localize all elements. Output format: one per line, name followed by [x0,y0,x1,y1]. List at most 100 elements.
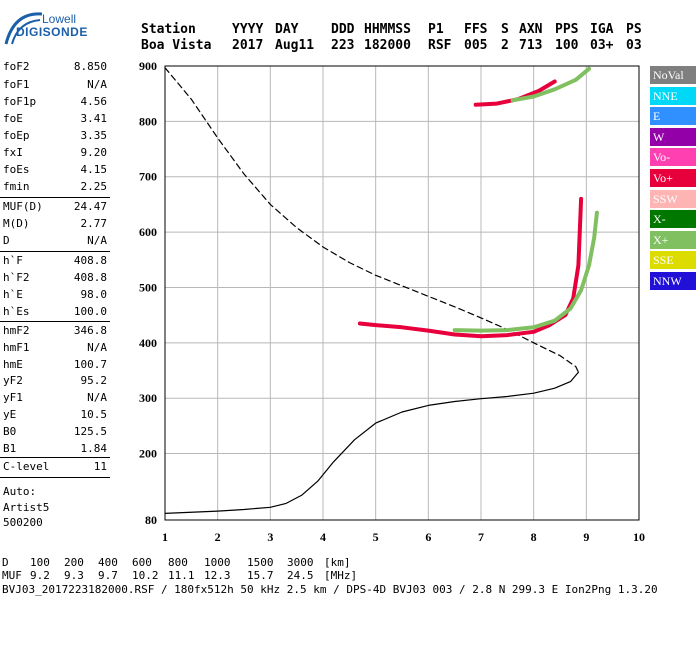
header-label-year: YYYY [232,22,264,37]
echo-point [547,323,551,327]
y-tick-label: 80 [145,513,157,527]
logo-lowell: Lowell [42,12,77,26]
param-value: 125.5 [73,425,107,438]
header-value-pps: 100 [555,38,579,53]
param-row: B1 1.84 [3,442,107,458]
header-value-ffs: 005 [464,38,488,53]
param-value: 100.7 [73,358,107,371]
header-label-ps: PS [626,22,642,37]
param-row: foEp 3.35 [3,129,107,145]
param-name: h`F [3,254,23,267]
param-name: hmF2 [3,324,30,337]
echo-point [532,325,536,329]
footer-d-value: 1000 [204,556,231,569]
separator [0,321,110,322]
echo-point [532,330,536,334]
param-value: 24.47 [73,200,107,213]
echo-point [374,323,378,327]
param-row: yE 10.5 [3,408,107,424]
param-row: h`E 98.0 [3,288,107,304]
plot-axes [164,65,640,521]
echo-point [474,103,478,107]
footer-d-value: 600 [132,556,152,569]
param-name: fxI [3,146,23,159]
autoscaling-text: 500200 [3,516,43,529]
legend-item-vo: Vo+ [650,169,696,187]
footer-d-value: 3000 [287,556,314,569]
param-row: foE 3.41 [3,112,107,128]
param-row: h`F2 408.8 [3,271,107,287]
echo-point [553,87,557,91]
footer-d-value: [km] [324,556,351,569]
header-value-time: 182000 [364,38,411,53]
param-name: M(D) [3,217,30,230]
autoscaling-text: Auto: [3,485,37,498]
param-value: N/A [87,391,107,404]
footer-d-value: 400 [98,556,118,569]
y-tick-label: 600 [139,225,157,239]
echo-point [576,263,580,267]
echo-trace-x- [452,210,599,333]
header-value-iga: 03+ [590,38,614,53]
echo-point [595,211,599,215]
logo-arc-icon [4,12,43,45]
legend-item-noval: NoVal [650,66,696,84]
param-value: 8.850 [73,60,107,73]
param-value: 408.8 [73,271,107,284]
param-name: yF2 [3,374,23,387]
x-tick-label: 7 [478,530,484,544]
y-tick-label: 400 [139,336,157,350]
param-name: h`F2 [3,271,30,284]
param-name: B1 [3,442,17,455]
param-row: foF2 8.850 [3,60,107,76]
param-name: C-level [3,460,50,473]
param-value: 95.2 [80,374,108,387]
param-name: B0 [3,425,17,438]
legend-item-sse: SSE [650,251,696,270]
param-value: 346.8 [73,324,107,337]
param-row: hmF2 346.8 [3,324,107,340]
param-row: MUF(D) 24.47 [3,200,107,216]
param-value: 4.15 [80,163,108,176]
header-label-day: DAY [275,22,299,37]
footer-muf-label: MUF [2,569,22,582]
param-row: foEs 4.15 [3,163,107,179]
param-value: N/A [87,78,107,91]
echo-point [587,67,591,71]
header-value-axn: 713 [519,38,543,53]
y-tick-label: 300 [139,391,157,405]
plot-grid [164,65,640,521]
param-name: foF2 [3,60,30,73]
footer-d-value: 1500 [247,556,274,569]
header-value-ddd: 223 [331,38,355,53]
header-label-iga: IGA [590,22,614,37]
footer-d-value: 100 [30,556,50,569]
param-row: foF1 N/A [3,78,107,94]
legend-item-e: E [650,107,696,126]
echo-point [563,313,567,317]
echo-point [400,325,404,329]
digisonde-logo: Lowell DIGISONDE [2,2,92,46]
echo-point [569,307,573,311]
header-value-station: Boa Vista [141,38,212,53]
legend-item-x: X- [650,210,696,229]
autoscaling-line: Artist5 [3,501,107,517]
param-value: 100.0 [73,305,107,318]
param-name: yE [3,408,17,421]
param-value: 3.41 [80,112,108,125]
param-name: foE [3,112,23,125]
y-tick-label: 800 [139,114,157,128]
separator [0,477,110,478]
param-value: 4.56 [80,95,108,108]
true-height-profile-line [164,371,580,515]
header-label-axn: AXN [519,22,543,37]
legend-item-w: W [650,127,696,146]
legend-item-ssw: SSW [650,189,696,208]
footer-muf-value: 24.5 [287,569,314,582]
param-row: fxI 9.20 [3,146,107,162]
echo-point [479,329,483,333]
param-name: h`Es [3,305,30,318]
echo-point [592,236,596,240]
header-label-ddd: DDD [331,22,355,37]
separator [0,457,110,458]
